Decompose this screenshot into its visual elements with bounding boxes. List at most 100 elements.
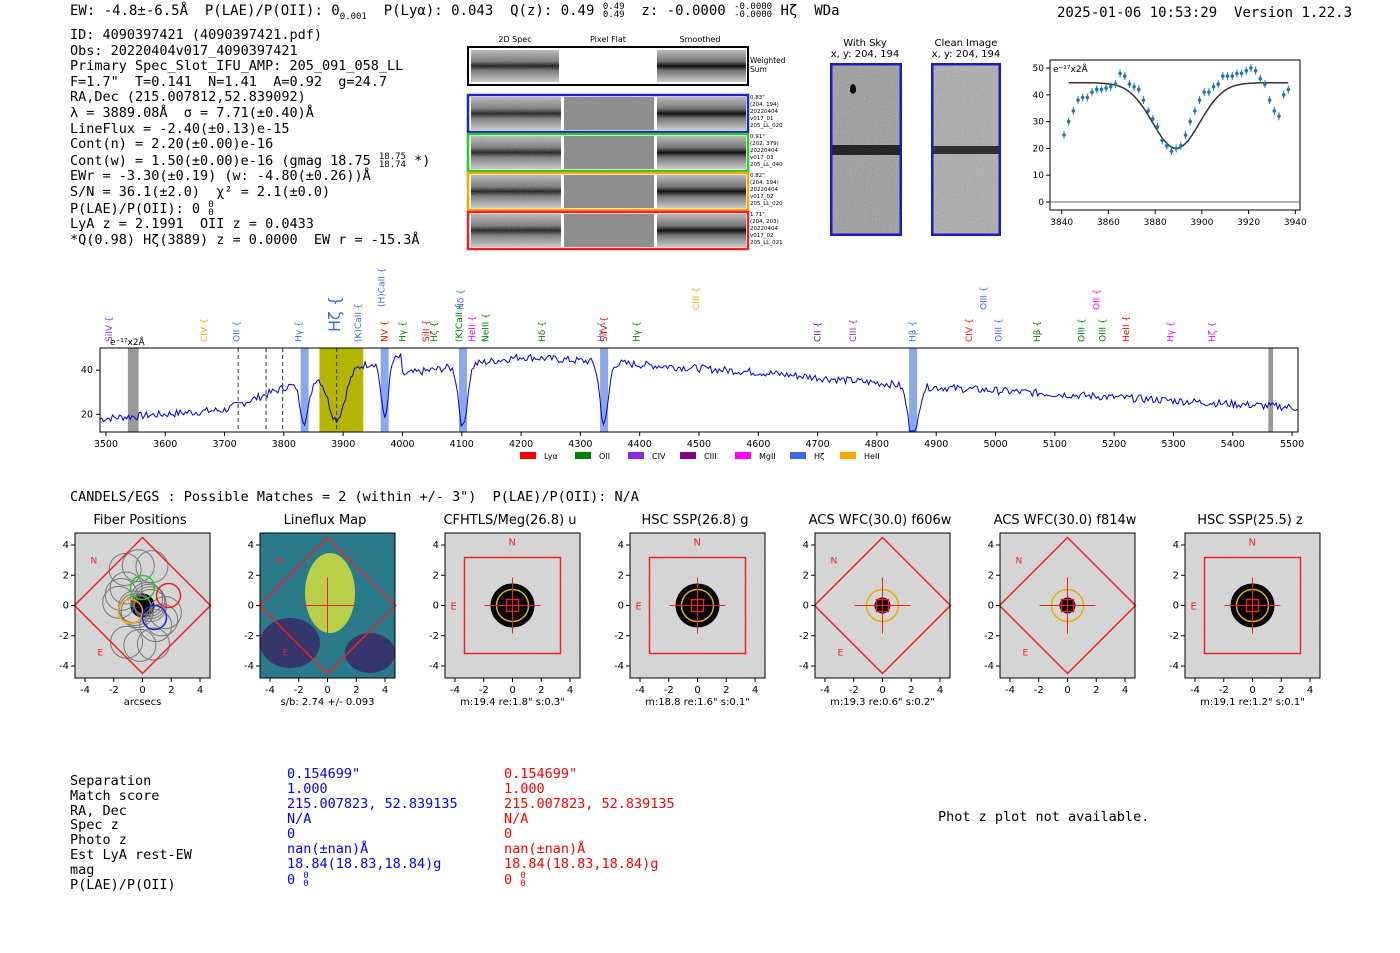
spec-xtick-label: 4500 — [687, 439, 711, 450]
line-label: OIII { — [1077, 318, 1087, 342]
legend-label: CIII — [704, 452, 717, 461]
weighted-2d-noise — [471, 50, 559, 82]
line-label: NeIII { — [481, 313, 491, 342]
withsky-image — [830, 63, 902, 236]
fiber-blue — [141, 604, 168, 631]
cutout-xtick-label: 4 — [197, 685, 203, 696]
cutout-xtick-label: -2 — [664, 685, 674, 696]
cutout-ytick-label: 0 — [988, 601, 994, 612]
spec-xtick-label: 4200 — [509, 439, 533, 450]
compass-e: E — [283, 649, 289, 659]
fiber-circle — [120, 595, 154, 629]
cutout-xtick-label: -2 — [1219, 685, 1229, 696]
weighted-label-0: Weighted — [750, 56, 786, 65]
plae-sup: 0 — [208, 199, 214, 210]
contw-sup: 18.75 — [378, 151, 406, 162]
match-blue-column: 0.154699" 1.000 215.007823, 52.839135 N/… — [287, 767, 458, 889]
spec-xtick-label: 4300 — [568, 439, 592, 450]
spec-xtick-label: 4800 — [865, 439, 889, 450]
fov-diamond — [73, 536, 212, 675]
fov-square — [648, 556, 747, 655]
lineflux-blob — [305, 553, 355, 633]
fit-point — [1174, 146, 1178, 151]
cutout-ytick-label: 2 — [63, 570, 69, 581]
fit-point — [1272, 109, 1277, 113]
spec2d-row-right: v017_03 — [750, 155, 774, 161]
legend-swatch — [840, 452, 856, 459]
line-marker-band — [380, 348, 389, 432]
cutout-ytick-label: 4 — [248, 540, 254, 551]
cutout-title: Lineflux Map — [283, 513, 367, 528]
fiber-circle — [119, 592, 153, 626]
cutout-ytick-label: -2 — [1169, 631, 1179, 642]
compass-e: E — [1023, 649, 1029, 659]
spec2d-row-right: 0.82" — [750, 173, 765, 179]
line-label: SiIV { — [600, 316, 610, 342]
legend-label: MgII — [759, 452, 776, 461]
cutout-5: ACS WFC(30.0) f814w N E -4 -4 -2 -2 0 0 2 2 4 4 — [975, 510, 1155, 710]
line-marker-band — [600, 348, 609, 432]
info-fparams: F=1.7" T=0.141 N=1.41 A=0.92 g=24.7 — [70, 73, 387, 90]
fiber-red — [155, 582, 182, 609]
compass-n: N — [509, 538, 516, 549]
red-mag: 18.84(18.83,18.84)g — [504, 856, 659, 872]
spec2d-row-smooth — [657, 214, 746, 247]
match-red-column: 0.154699" 1.000 215.007823, 52.839135 N/… — [504, 767, 675, 889]
spec2d-row-right: 20220404 — [750, 109, 778, 115]
cutout-ytick-label: 4 — [433, 540, 439, 551]
fit-ytick-label: 0 — [1038, 198, 1044, 208]
line-label: (K)CaII { — [354, 303, 364, 342]
fit-point — [1076, 98, 1080, 102]
withsky-title-block: With Sky x, y: 204, 194 — [790, 38, 940, 60]
timestamp-version: 2025-01-06 10:53:29 Version 1.22.3 — [1057, 5, 1352, 21]
line-label: Hδ { — [457, 289, 467, 310]
legend-label: Lyα — [544, 452, 558, 461]
spec-xtick-label: 5100 — [1043, 439, 1067, 450]
cutout-ytick-label: -4 — [429, 661, 439, 672]
spec2d-row-right: 205_LL_021 — [750, 240, 783, 246]
cutout-ytick-label: -4 — [984, 661, 994, 672]
fit-point — [1141, 98, 1146, 102]
spec-xtick-label: 5000 — [983, 439, 1007, 450]
cutout-ytick-label: 0 — [63, 601, 69, 612]
cutout-xtick-label: 4 — [567, 685, 573, 696]
full-spectrum-plot: 3500 3600 3700 3800 3900 4000 4100 4200 4300 4400… — [81, 268, 1304, 462]
compass-n: N — [276, 557, 283, 567]
compass-e: E — [1191, 602, 1197, 613]
red-specz: N/A — [504, 811, 529, 827]
cutout-xtick-label: 2 — [908, 685, 914, 696]
info-id: ID: 4090397421 (4090397421.pdf) — [70, 27, 322, 43]
qz-value: Q(z): 0.49 — [510, 3, 595, 19]
cutout-ytick-label: 4 — [618, 540, 624, 551]
spec-exp: e⁻¹⁷x2Å — [110, 336, 146, 348]
compass-n: N — [694, 538, 701, 549]
fit-point — [1239, 71, 1244, 76]
cutout-xtick-label: 2 — [1278, 685, 1284, 696]
spec2d-row-right: 205_LL_040 — [750, 162, 783, 168]
legend-label: Hζ — [814, 452, 824, 461]
cutout-2: CFHTLS/Meg(26.8) u N E -4 -4 -2 -2 0 0 2 2 4 4 m:19.4… — [420, 510, 600, 710]
spectrum-line — [99, 353, 1298, 432]
info-block: ID: 4090397421 (4090397421.pdf) Obs: 202… — [70, 27, 430, 248]
cutout-ytick-label: -2 — [614, 631, 624, 642]
cutout-4: ACS WFC(30.0) f606w N E -4 -4 -2 -2 0 0 2 2 4 4 m:19.… — [790, 510, 970, 710]
fit-point — [1094, 87, 1099, 92]
candels-line: CANDELS/EGS : Possible Matches = 2 (with… — [70, 489, 639, 505]
fit-point — [1132, 84, 1136, 89]
cutout-xtick-label: 0 — [139, 685, 145, 696]
line-label: (H)CaII { — [378, 268, 388, 308]
fiber-circle — [148, 596, 182, 630]
fiber-circle — [133, 586, 167, 620]
fit-window — [319, 348, 364, 432]
cutout-ytick-label: 2 — [433, 570, 439, 581]
fit-point — [1127, 82, 1132, 86]
fit-point — [1080, 95, 1085, 100]
cutout-ytick-label: -4 — [244, 661, 254, 672]
line-label: Hζ { — [325, 296, 344, 332]
line-label: OII { — [1092, 289, 1102, 310]
compass-e: E — [838, 649, 844, 659]
cutout-title: Fiber Positions — [93, 513, 187, 528]
spec2d-row-right: (202, 379) — [750, 141, 779, 147]
spec2d-row-2d-noise — [471, 136, 561, 169]
cutout-xtick-label: 0 — [1249, 685, 1255, 696]
